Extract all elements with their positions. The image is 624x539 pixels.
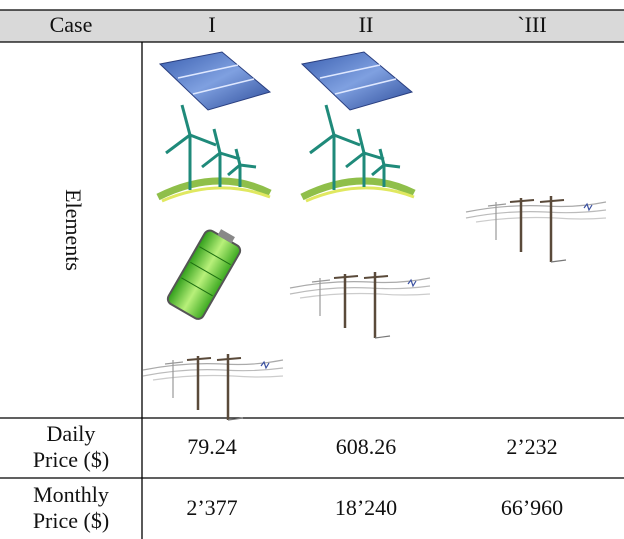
cell: 608.26	[336, 434, 397, 459]
row-label: Monthly	[33, 482, 109, 507]
grid-icon	[141, 352, 285, 422]
row-label: Price ($)	[33, 447, 109, 472]
header-cell: II	[359, 12, 374, 37]
row-label: Elements	[61, 189, 86, 271]
header-cell: Case	[50, 12, 93, 37]
grid-icon	[464, 194, 608, 264]
row-label: Price ($)	[33, 508, 109, 533]
header-bg	[0, 10, 624, 42]
battery-icon	[164, 222, 247, 323]
wind-icon	[302, 105, 414, 201]
cell: 2’232	[506, 434, 557, 459]
solar-icon	[301, 51, 413, 111]
grid-icon	[288, 270, 432, 340]
header-cell: `III	[517, 12, 546, 37]
row-label: Daily	[47, 421, 96, 446]
header-cell: I	[208, 12, 215, 37]
cell: 18’240	[335, 495, 397, 520]
wind-icon	[158, 105, 270, 201]
cell: 66’960	[501, 495, 563, 520]
cell: 2’377	[186, 495, 237, 520]
solar-icon	[159, 51, 271, 111]
cell: 79.24	[187, 434, 237, 459]
